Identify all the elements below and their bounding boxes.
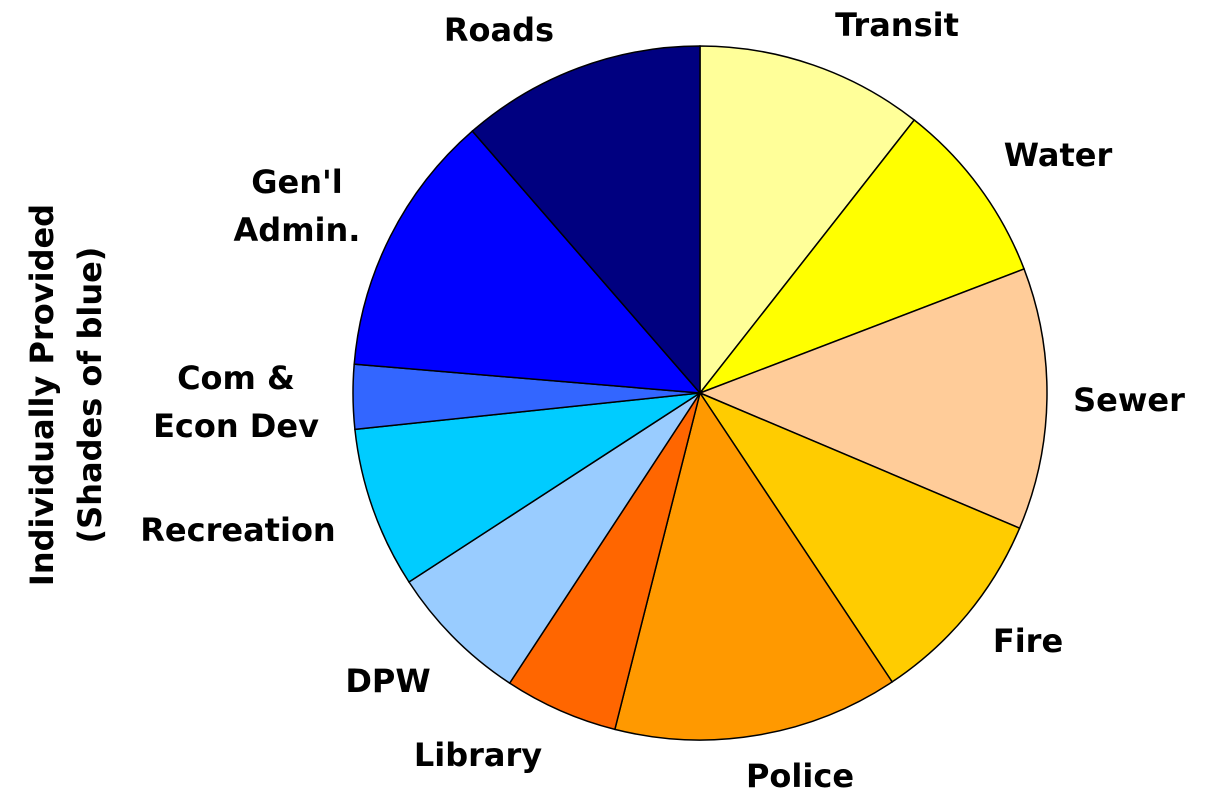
pie-slice xyxy=(407,392,701,685)
pie-slice xyxy=(354,392,701,584)
slice-label: Gen'l Admin. xyxy=(234,163,361,249)
slice-label: DPW xyxy=(345,662,430,700)
pie-slice xyxy=(697,118,1026,395)
annotation: Individually Provided (Shades of blue) xyxy=(23,204,109,586)
slice-label: Library xyxy=(414,736,542,774)
slice-label: Roads xyxy=(444,11,554,49)
pie-slice xyxy=(697,267,1048,530)
pie-slice xyxy=(613,391,894,741)
slice-label: Recreation xyxy=(140,511,335,549)
pie-slice xyxy=(353,130,702,394)
pie-slice xyxy=(471,45,701,396)
slice-label: Fire xyxy=(993,622,1063,660)
pie-slice xyxy=(699,45,916,396)
slice-label: Police xyxy=(746,757,854,795)
slice-label: Transit xyxy=(835,6,959,44)
pie-slice xyxy=(697,391,1021,683)
slice-label: Sewer xyxy=(1073,381,1185,419)
slice-label: Water xyxy=(1004,136,1113,174)
slice-label: Com & Econ Dev xyxy=(153,359,319,445)
